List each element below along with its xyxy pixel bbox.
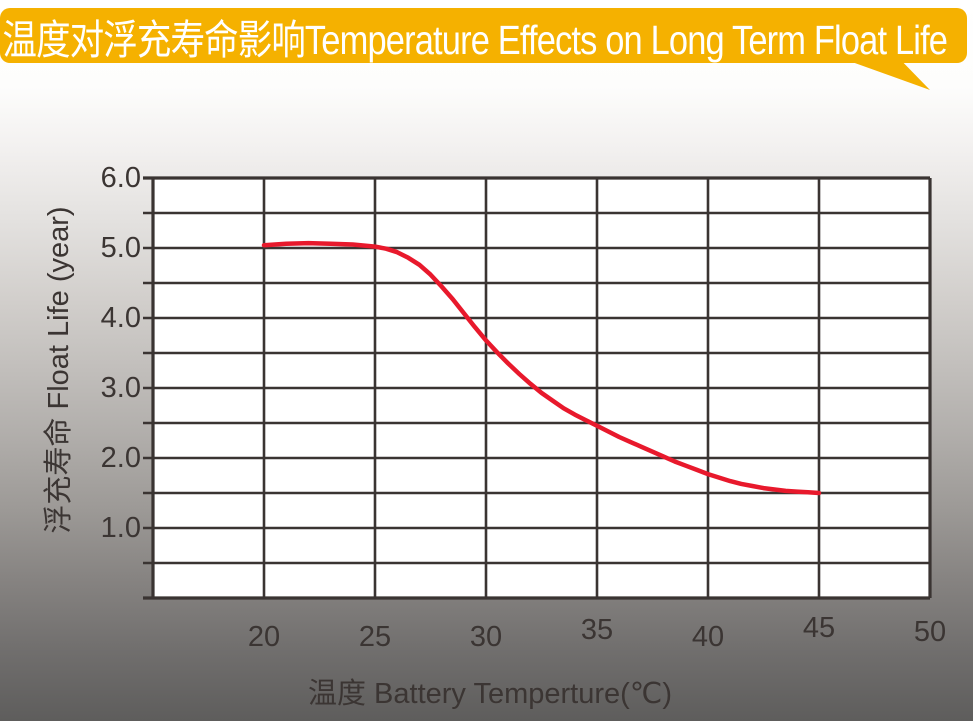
y-axis-title: 浮充寿命 Float Life (year)	[43, 206, 75, 534]
x-tick-label: 45	[802, 612, 836, 644]
page-bottom-edge	[0, 721, 973, 725]
y-tick-label: 6.0	[100, 162, 141, 194]
page-title: 温度对浮充寿命影响Temperature Effects on Long Ter…	[2, 16, 948, 63]
title-banner: 温度对浮充寿命影响Temperature Effects on Long Ter…	[0, 8, 967, 63]
x-tick-label: 50	[913, 616, 947, 648]
x-tick-label: 35	[580, 614, 614, 646]
y-tick-label: 2.0	[100, 442, 141, 474]
y-tick-label: 5.0	[100, 232, 141, 264]
y-tick-label: 1.0	[100, 512, 141, 544]
y-tick-label: 4.0	[100, 302, 141, 334]
x-tick-label: 30	[469, 621, 503, 653]
x-axis-title: 温度 Battery Temperture(℃)	[307, 678, 673, 710]
x-tick-label: 20	[247, 621, 281, 653]
x-tick-label: 25	[358, 621, 392, 653]
x-tick-label: 40	[691, 621, 725, 653]
y-tick-label: 3.0	[100, 372, 141, 404]
